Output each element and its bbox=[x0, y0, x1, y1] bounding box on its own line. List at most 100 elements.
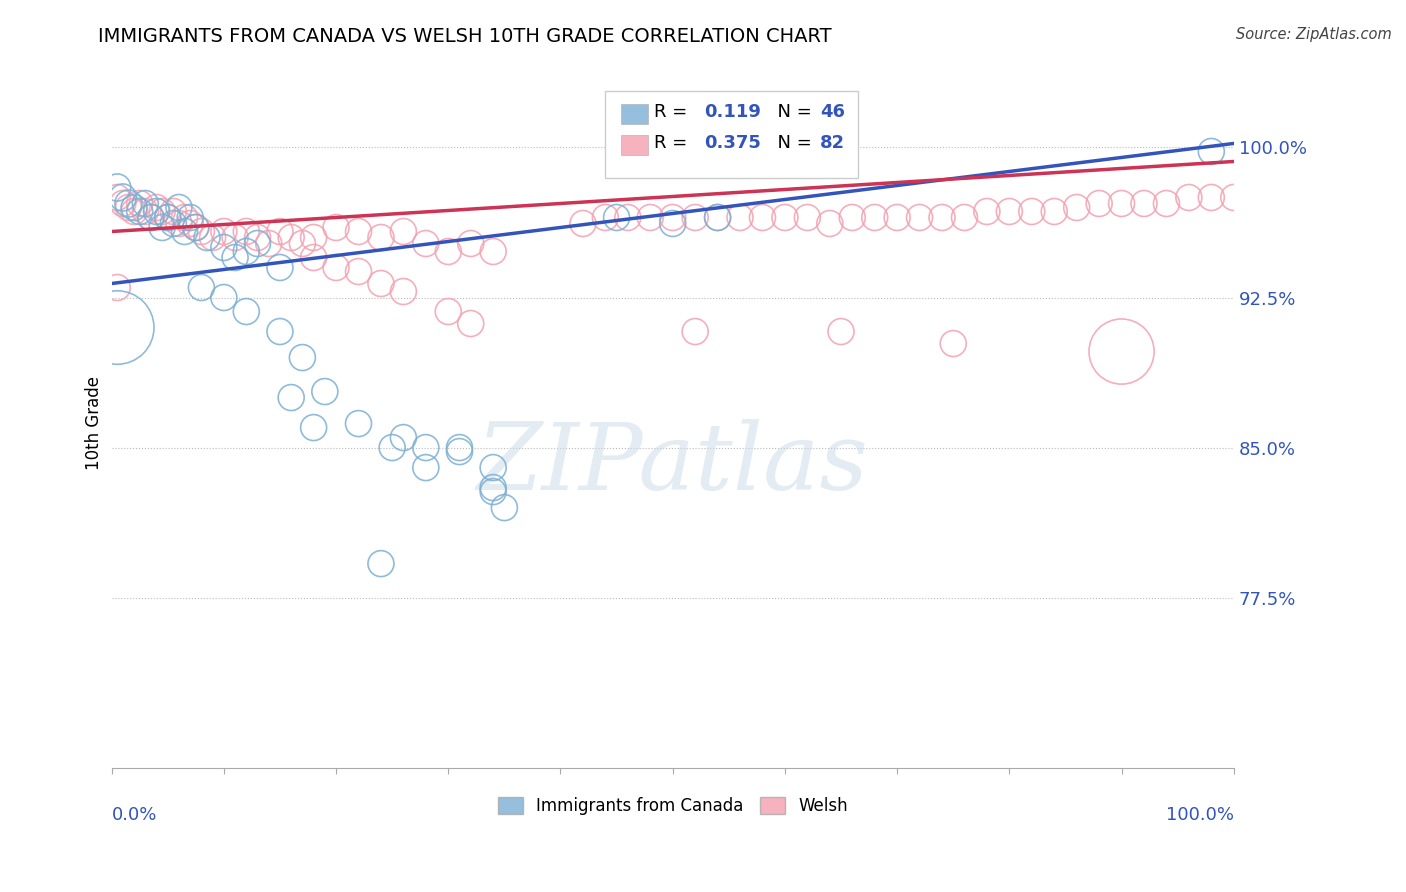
Point bbox=[415, 460, 437, 475]
Point bbox=[482, 481, 505, 495]
Point bbox=[638, 211, 661, 225]
Point bbox=[449, 444, 471, 458]
Point bbox=[269, 260, 291, 275]
Point bbox=[942, 336, 965, 351]
Point bbox=[139, 211, 162, 225]
FancyBboxPatch shape bbox=[621, 103, 648, 124]
Text: N =: N = bbox=[766, 103, 817, 121]
Point bbox=[1178, 190, 1201, 204]
Point bbox=[128, 196, 150, 211]
Point bbox=[105, 320, 128, 334]
Point bbox=[1111, 196, 1133, 211]
Text: R =: R = bbox=[654, 103, 693, 121]
Point bbox=[162, 204, 184, 219]
Point bbox=[661, 217, 683, 231]
Point bbox=[728, 211, 751, 225]
Point bbox=[392, 285, 415, 299]
Point bbox=[291, 351, 314, 365]
Point bbox=[184, 220, 207, 235]
Point bbox=[392, 431, 415, 445]
Text: N =: N = bbox=[766, 134, 817, 152]
Point bbox=[460, 317, 482, 331]
Point bbox=[617, 211, 640, 225]
Text: 0.119: 0.119 bbox=[704, 103, 761, 121]
Legend: Immigrants from Canada, Welsh: Immigrants from Canada, Welsh bbox=[491, 790, 855, 822]
Point bbox=[661, 211, 683, 225]
Point bbox=[706, 211, 728, 225]
Point bbox=[830, 325, 852, 339]
Point bbox=[773, 211, 796, 225]
Point bbox=[606, 211, 628, 225]
Point bbox=[370, 557, 392, 571]
Text: 46: 46 bbox=[820, 103, 845, 121]
Point bbox=[117, 196, 139, 211]
Text: 0.375: 0.375 bbox=[704, 134, 761, 152]
Point bbox=[1043, 204, 1066, 219]
Point bbox=[235, 244, 257, 259]
Text: 82: 82 bbox=[820, 134, 845, 152]
Point bbox=[886, 211, 908, 225]
Point bbox=[381, 441, 404, 455]
Y-axis label: 10th Grade: 10th Grade bbox=[86, 376, 103, 469]
Point bbox=[190, 225, 212, 239]
Point bbox=[246, 230, 269, 244]
Point bbox=[269, 225, 291, 239]
Point bbox=[167, 217, 190, 231]
Point bbox=[460, 236, 482, 251]
Point bbox=[953, 211, 976, 225]
Text: 0.0%: 0.0% bbox=[111, 805, 157, 823]
Point bbox=[179, 211, 201, 225]
Point bbox=[1111, 344, 1133, 359]
Point bbox=[145, 204, 167, 219]
Point bbox=[449, 441, 471, 455]
Point bbox=[415, 441, 437, 455]
Point bbox=[280, 391, 302, 405]
Point bbox=[437, 244, 460, 259]
Point bbox=[179, 217, 201, 231]
Point bbox=[976, 204, 998, 219]
Point bbox=[1066, 201, 1088, 215]
Point bbox=[863, 211, 886, 225]
Text: R =: R = bbox=[654, 134, 693, 152]
Point bbox=[572, 217, 595, 231]
Point bbox=[139, 211, 162, 225]
Text: ZIPatlas: ZIPatlas bbox=[477, 419, 869, 509]
Point bbox=[105, 180, 128, 194]
Point bbox=[291, 236, 314, 251]
Point bbox=[134, 196, 156, 211]
FancyBboxPatch shape bbox=[621, 135, 648, 155]
Point bbox=[269, 325, 291, 339]
Point bbox=[841, 211, 863, 225]
FancyBboxPatch shape bbox=[606, 91, 858, 178]
Point bbox=[482, 244, 505, 259]
Point bbox=[325, 220, 347, 235]
Point bbox=[683, 211, 706, 225]
Point bbox=[156, 211, 179, 225]
Point bbox=[122, 204, 145, 219]
Point bbox=[145, 201, 167, 215]
Point bbox=[1133, 196, 1156, 211]
Point bbox=[818, 217, 841, 231]
Point bbox=[224, 251, 246, 265]
Point bbox=[150, 220, 173, 235]
Point bbox=[212, 240, 235, 254]
Point bbox=[706, 211, 728, 225]
Point bbox=[1201, 145, 1223, 159]
Point bbox=[1021, 204, 1043, 219]
Point bbox=[1156, 196, 1178, 211]
Text: 100.0%: 100.0% bbox=[1166, 805, 1234, 823]
Point bbox=[105, 190, 128, 204]
Point bbox=[347, 264, 370, 278]
Text: Source: ZipAtlas.com: Source: ZipAtlas.com bbox=[1236, 27, 1392, 42]
Point bbox=[128, 204, 150, 219]
Point bbox=[908, 211, 931, 225]
Point bbox=[314, 384, 336, 399]
Point bbox=[796, 211, 818, 225]
Point bbox=[482, 460, 505, 475]
Point bbox=[150, 204, 173, 219]
Point bbox=[280, 230, 302, 244]
Point bbox=[751, 211, 773, 225]
Point bbox=[184, 220, 207, 235]
Point bbox=[212, 291, 235, 305]
Point bbox=[117, 201, 139, 215]
